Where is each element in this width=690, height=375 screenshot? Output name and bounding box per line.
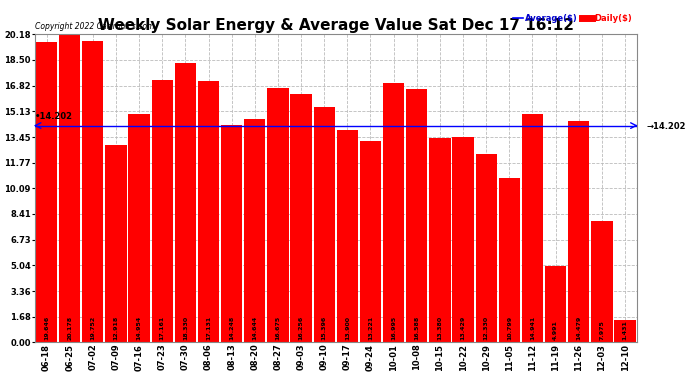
Text: 1.431: 1.431	[622, 320, 627, 340]
Text: 14.479: 14.479	[576, 316, 581, 340]
Bar	[522, 114, 543, 342]
Bar	[545, 266, 566, 342]
Text: 12.330: 12.330	[484, 316, 489, 340]
Text: 16.588: 16.588	[414, 316, 420, 340]
Bar	[36, 42, 57, 342]
Bar	[499, 177, 520, 342]
Text: 15.396: 15.396	[322, 316, 326, 340]
Text: 16.675: 16.675	[275, 316, 280, 340]
Text: 12.918: 12.918	[113, 316, 119, 340]
Text: 18.330: 18.330	[183, 316, 188, 340]
Bar	[152, 80, 173, 342]
Bar	[221, 125, 242, 342]
Text: 19.752: 19.752	[90, 316, 95, 340]
Bar	[198, 81, 219, 342]
Text: 19.646: 19.646	[44, 316, 49, 340]
Bar	[591, 220, 613, 342]
Bar	[244, 119, 266, 342]
Text: 7.975: 7.975	[600, 320, 604, 340]
Title: Weekly Solar Energy & Average Value Sat Dec 17 16:12: Weekly Solar Energy & Average Value Sat …	[98, 18, 574, 33]
Text: 13.429: 13.429	[460, 316, 466, 340]
Bar	[82, 41, 104, 342]
Text: 14.954: 14.954	[137, 316, 141, 340]
Bar	[453, 137, 474, 342]
Legend: Average($), Daily($): Average($), Daily($)	[513, 14, 633, 23]
Bar	[128, 114, 150, 342]
Bar	[267, 88, 288, 342]
Bar	[290, 94, 312, 342]
Bar	[360, 141, 381, 342]
Text: 14.941: 14.941	[530, 316, 535, 340]
Text: •14.202: •14.202	[35, 112, 73, 121]
Text: 17.131: 17.131	[206, 316, 211, 340]
Text: 13.380: 13.380	[437, 316, 442, 340]
Bar	[383, 83, 404, 342]
Bar	[475, 154, 497, 342]
Text: 4.991: 4.991	[553, 320, 558, 340]
Bar	[106, 145, 126, 342]
Bar	[337, 130, 358, 342]
Bar	[313, 107, 335, 342]
Text: 10.799: 10.799	[507, 316, 512, 340]
Text: 14.644: 14.644	[253, 316, 257, 340]
Bar	[175, 63, 196, 342]
Bar	[59, 34, 80, 342]
Text: 17.161: 17.161	[159, 316, 165, 340]
Bar	[429, 138, 451, 342]
Text: 16.256: 16.256	[299, 316, 304, 340]
Bar	[568, 122, 589, 342]
Text: Copyright 2022 Cartronics.com: Copyright 2022 Cartronics.com	[35, 22, 155, 31]
Text: 14.248: 14.248	[229, 316, 234, 340]
Bar	[406, 89, 427, 342]
Text: 13.900: 13.900	[345, 316, 350, 340]
Bar	[614, 321, 635, 342]
Text: 20.178: 20.178	[67, 316, 72, 340]
Text: 16.995: 16.995	[391, 316, 396, 340]
Text: 13.221: 13.221	[368, 316, 373, 340]
